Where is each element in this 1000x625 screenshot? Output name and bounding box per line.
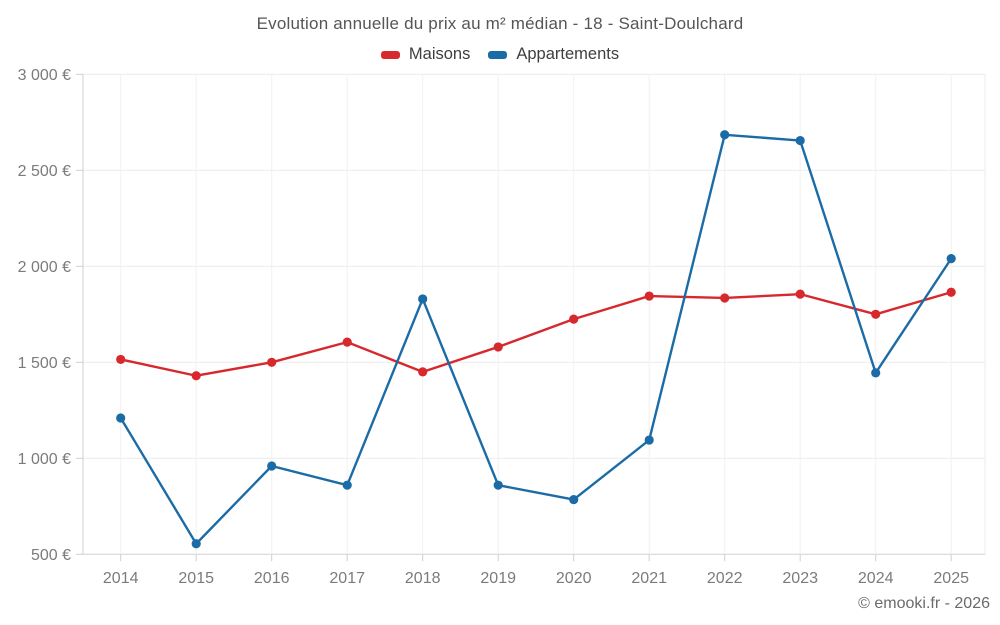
appartements-point-2019[interactable]: [493, 480, 503, 490]
appartements-point-2023[interactable]: [795, 135, 805, 146]
appartements-point-2024[interactable]: [871, 368, 881, 378]
maisons-legend-swatch-icon: [380, 50, 400, 59]
legend-label-appartements: Appartements: [516, 45, 620, 63]
legend-item-appartements[interactable]: Appartements: [488, 45, 619, 64]
appartements-point-2021[interactable]: [644, 435, 654, 445]
appartements-point-2020[interactable]: [569, 494, 579, 505]
y-axis-label: 2 500 €: [18, 163, 71, 180]
x-axis-label: 2017: [329, 570, 365, 587]
maisons-point-2021[interactable]: [644, 291, 654, 301]
x-axis-label: 2020: [556, 570, 592, 587]
chart-title: Evolution annuelle du prix au m² médian …: [256, 14, 744, 33]
appartements-point-2022[interactable]: [720, 130, 730, 140]
maisons-point-2016[interactable]: [267, 357, 277, 367]
appartements-line: [119, 133, 953, 545]
legend-item-maisons[interactable]: Maisons: [380, 45, 471, 64]
maisons-point-2023[interactable]: [795, 289, 805, 299]
x-axis-label: 2014: [103, 570, 139, 587]
maisons-point-2022[interactable]: [720, 293, 730, 303]
maisons-point-2018[interactable]: [418, 367, 428, 377]
y-axis-label: 1 000 €: [18, 451, 71, 468]
maisons-point-2019[interactable]: [493, 342, 503, 352]
y-axis-label: 2 000 €: [18, 259, 71, 276]
maisons-point-2024[interactable]: [871, 309, 881, 319]
appartements-point-2025[interactable]: [946, 254, 956, 264]
appartements-point-2015[interactable]: [191, 539, 201, 549]
appartements-point-2017[interactable]: [342, 480, 352, 490]
appartements-legend-swatch-icon: [488, 50, 508, 59]
footer-credit: © emooki.fr - 2026: [858, 595, 990, 612]
legend-label-maisons: Maisons: [408, 45, 471, 63]
x-axis-label: 2019: [480, 570, 516, 587]
appartements-point-2018[interactable]: [418, 294, 428, 304]
maisons-point-2014[interactable]: [116, 354, 126, 365]
x-axis-label: 2021: [631, 570, 667, 587]
maisons-line: [119, 291, 953, 377]
x-axis-label: 2015: [178, 570, 214, 587]
y-axis-label: 3 000 €: [18, 67, 71, 84]
maisons-point-2025[interactable]: [946, 287, 956, 297]
chart-legend: Maisons Appartements: [0, 45, 1000, 64]
maisons-point-2017[interactable]: [342, 337, 352, 347]
maisons-point-2020[interactable]: [569, 314, 579, 324]
appartements-point-2014[interactable]: [116, 413, 126, 423]
y-axis-label: 1 500 €: [18, 355, 71, 372]
y-axis-label: 500 €: [31, 547, 71, 564]
appartements-point-2016[interactable]: [267, 461, 277, 471]
x-axis-label: 2025: [933, 570, 969, 587]
x-axis-label: 2022: [707, 570, 743, 587]
x-axis-label: 2016: [254, 570, 290, 587]
x-axis-label: 2024: [858, 570, 894, 587]
maisons-point-2015[interactable]: [191, 371, 201, 381]
x-axis-label: 2023: [782, 570, 818, 587]
x-axis-label: 2018: [405, 570, 441, 587]
